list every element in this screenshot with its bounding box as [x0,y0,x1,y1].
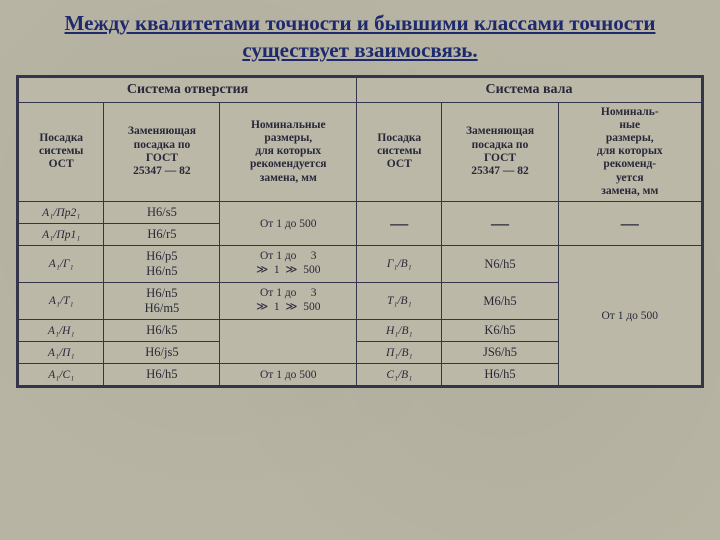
header-row-2: ПосадкасистемыОСТ Заменяющаяпосадка поГО… [19,102,702,202]
table-container: Система отверстия Система вала Посадкаси… [16,75,704,389]
r4e: M6/h5 [442,283,558,320]
r4a: А₁/Т₁ [19,283,104,320]
r12f: — [558,202,701,246]
r6b: H6/js5 [104,342,220,364]
row-3: А₁/Г₁ H6/p5H6/n5 От 1 до 3≫ 1 ≫ 500 Г₁/В… [19,246,702,283]
r12d: — [357,202,442,246]
page: { "title": "Между квалитетами точности и… [0,0,720,540]
r1a: А₁/Пр2₁ [19,202,104,224]
r1b: H6/s5 [104,202,220,224]
col-3: Номинальныеразмеры,для которыхрекомендуе… [220,102,357,202]
r37f: От 1 до 500 [558,246,701,386]
r7b: H6/h5 [104,364,220,386]
r4b: H6/n5H6/m5 [104,283,220,320]
r2b: H6/r5 [104,224,220,246]
r12e: — [442,202,558,246]
r5e: K6/h5 [442,320,558,342]
row-1: А₁/Пр2₁ H6/s5 От 1 до 500 — — — [19,202,702,224]
page-title: Между квалитетами точности и бывшими кла… [0,0,720,69]
col-1: ПосадкасистемыОСТ [19,102,104,202]
r7e: H6/h5 [442,364,558,386]
col-6: Номиналь-ныеразмеры,для которыхрекоменд-… [558,102,701,202]
header-left: Система отверстия [19,77,357,102]
r3a: А₁/Г₁ [19,246,104,283]
r4c: От 1 до 3≫ 1 ≫ 500 [220,283,357,320]
header-right: Система вала [357,77,702,102]
r5a: А₁/Н₁ [19,320,104,342]
r6e: JS6/h5 [442,342,558,364]
r7d: С₁/В₁ [357,364,442,386]
col-4: ПосадкасистемыОСТ [357,102,442,202]
col-2: Заменяющаяпосадка поГОСТ25347 — 82 [104,102,220,202]
r2a: А₁/Пр1₁ [19,224,104,246]
r6d: П₁/В₁ [357,342,442,364]
col-5: Заменяющаяпосадка поГОСТ25347 — 82 [442,102,558,202]
r12c: От 1 до 500 [220,202,357,246]
r56c [220,320,357,364]
r3e: N6/h5 [442,246,558,283]
header-row-1: Система отверстия Система вала [19,77,702,102]
r7a: А₁/С₁ [19,364,104,386]
r3c: От 1 до 3≫ 1 ≫ 500 [220,246,357,283]
r4d: Т₁/В₁ [357,283,442,320]
r6a: А₁/П₁ [19,342,104,364]
r3b: H6/p5H6/n5 [104,246,220,283]
r3d: Г₁/В₁ [357,246,442,283]
r5b: H6/k5 [104,320,220,342]
correspondence-table: Система отверстия Система вала Посадкаси… [18,77,702,387]
r7c: От 1 до 500 [220,364,357,386]
r5d: Н₁/В₁ [357,320,442,342]
